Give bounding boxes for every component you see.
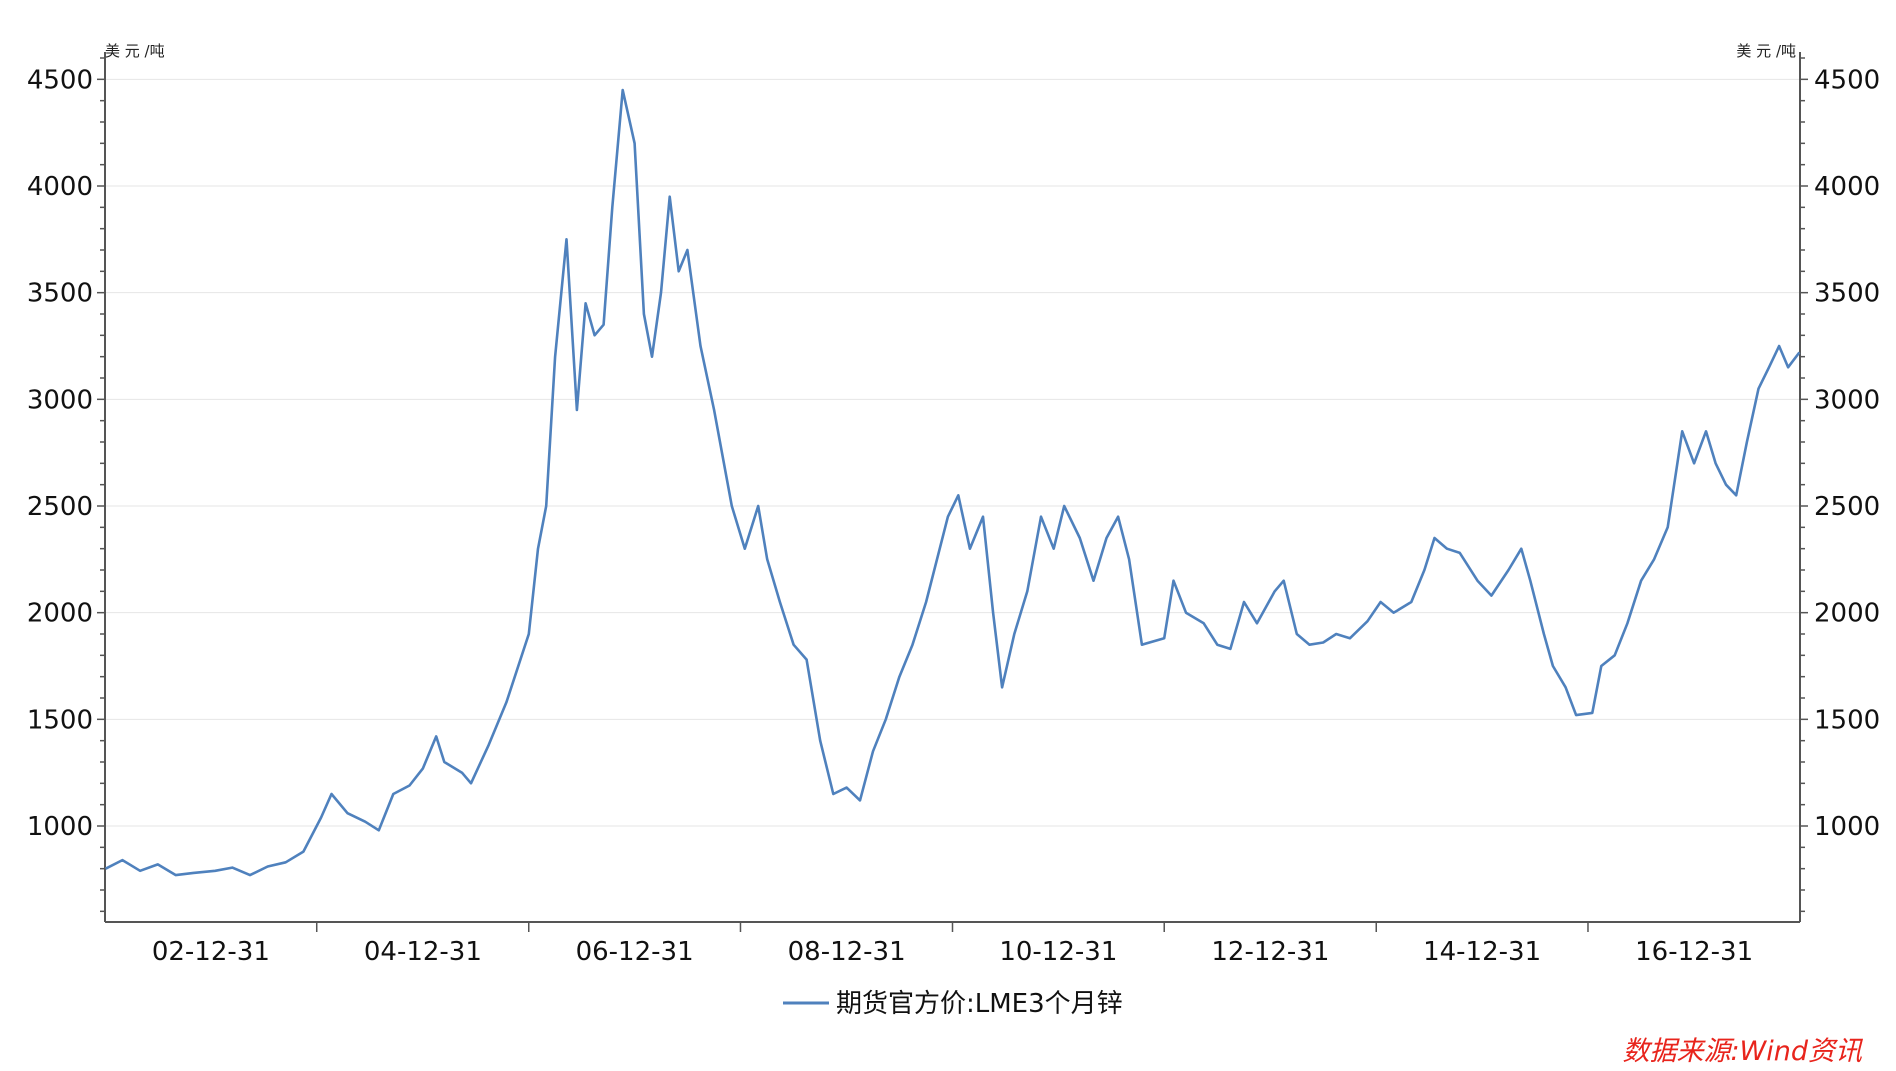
x-tick-label: 06-12-31 bbox=[576, 937, 694, 967]
y-tick-label-right: 3000 bbox=[1814, 385, 1880, 415]
y-tick-label-left: 4000 bbox=[27, 172, 93, 202]
x-tick-label: 02-12-31 bbox=[152, 937, 270, 967]
y-tick-label-right: 1000 bbox=[1814, 812, 1880, 842]
y-tick-label-right: 4500 bbox=[1814, 65, 1880, 95]
series-group bbox=[105, 88, 1801, 877]
series-line-zinc bbox=[105, 88, 1801, 877]
y-tick-label-left: 1000 bbox=[27, 812, 93, 842]
y-tick-label-right: 4000 bbox=[1814, 172, 1880, 202]
y-axis-unit-right: 美 元 /吨 bbox=[1736, 42, 1796, 60]
source-note: 数据来源:Wind资讯 bbox=[1622, 1036, 1864, 1067]
axes bbox=[104, 52, 1801, 923]
y-tick-label-right: 3500 bbox=[1814, 279, 1880, 309]
y-tick-label-left: 3000 bbox=[27, 385, 93, 415]
x-tick-label: 14-12-31 bbox=[1423, 937, 1541, 967]
y-tick-label-right: 1500 bbox=[1814, 705, 1880, 735]
y-tick-label-left: 1500 bbox=[27, 705, 93, 735]
x-tick-label: 10-12-31 bbox=[999, 937, 1117, 967]
y-tick-label-left: 3500 bbox=[27, 279, 93, 309]
x-tick-label: 12-12-31 bbox=[1211, 937, 1329, 967]
x-tick-label: 08-12-31 bbox=[788, 937, 906, 967]
gridlines bbox=[105, 78, 1800, 827]
tick-labels: 1000 1000 1500 1500 2000 2000 2500 2500 3000 3000… bbox=[27, 57, 1880, 967]
y-tick-label-left: 2500 bbox=[27, 492, 93, 522]
legend-label: 期货官方价:LME3个月锌 bbox=[836, 989, 1123, 1019]
y-tick-label-right: 2000 bbox=[1814, 599, 1880, 629]
legend: 期货官方价:LME3个月锌 bbox=[783, 989, 1123, 1019]
y-axis-unit-left: 美 元 /吨 bbox=[105, 42, 165, 60]
y-tick-label-left: 4500 bbox=[27, 65, 93, 95]
x-tick-label: 04-12-31 bbox=[364, 937, 482, 967]
y-tick-label-left: 2000 bbox=[27, 599, 93, 629]
y-tick-label-right: 2500 bbox=[1814, 492, 1880, 522]
x-tick-label: 16-12-31 bbox=[1635, 937, 1753, 967]
